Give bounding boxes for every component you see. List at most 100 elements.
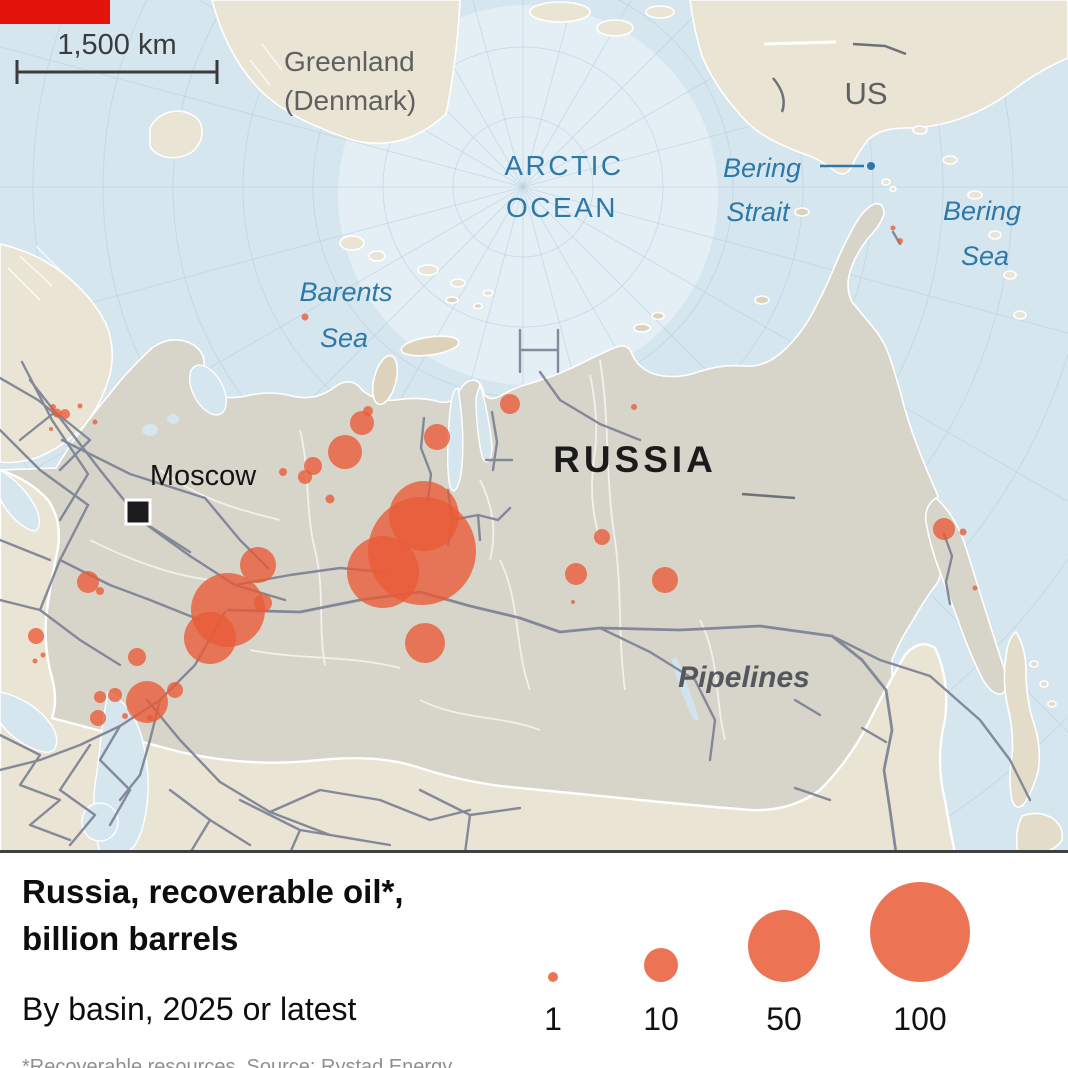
oil-bubble [500,394,520,414]
arctic-island [645,5,675,19]
barents-sea-label-line1: Barents [299,277,392,307]
oil-bubble [571,600,575,604]
franz-josef-island [482,289,494,297]
arctic-ocean-label-line2: OCEAN [506,192,618,223]
oil-bubble [60,409,70,419]
oil-bubble [92,419,98,425]
vaygach-island [445,296,459,304]
novaya-zemlya-island [371,354,399,406]
moscow-marker [124,498,152,526]
kuril-island [1047,700,1057,708]
strait-island [889,185,897,193]
legend-value: 100 [893,1001,946,1037]
oil-bubble [325,494,335,504]
bering-sea-label-line1: Bering [943,196,1021,226]
oil-bubble [279,468,287,476]
bering-sea-label-line2: Sea [961,241,1009,271]
map-labels: 1,500 km Greenland (Denmark) US ARCTIC O… [0,0,1021,694]
svalbard-island [339,235,365,251]
legend-value: 10 [643,1001,679,1037]
oil-bubble [184,612,236,664]
bering-strait-leader [820,162,875,170]
pipelines-label: Pipelines [678,661,810,694]
oil-bubble [122,713,128,719]
strait-island [881,178,891,186]
arctic-island [596,19,634,37]
baltic-sea [0,469,41,532]
oil-bubble [32,658,38,664]
economist-red-tab [0,0,110,24]
oil-bubble [96,587,104,595]
oil-bubble [52,408,62,418]
legend-subtitle: By basin, 2025 or latest [22,991,357,1027]
oil-bubble [108,688,122,702]
aleutian-island [1003,270,1017,280]
footnote: *Recoverable resources. Source: Rystad E… [22,1056,453,1068]
oil-bubble [933,518,955,540]
legend-title-line1: Russia, recoverable oil*, [22,873,404,910]
oil-bubble [49,427,53,431]
oil-bubble [90,710,106,726]
lake-onega [167,414,179,424]
barents-sea-label-line2: Sea [320,323,368,353]
arctic-ocean-label-line1: ARCTIC [504,150,623,181]
oil-bubbles [28,225,978,726]
oil-bubble [94,691,106,703]
legend-circle [548,972,558,982]
scale-bar [15,60,219,84]
sakhalin-island [1003,630,1041,808]
bering-strait-label-line1: Bering [723,153,801,183]
oil-bubble [298,470,312,484]
oil-bubble [652,567,678,593]
oil-bubble [959,528,967,536]
us-label: US [844,76,887,111]
lake-ladoga [142,424,158,436]
oil-bubble [565,563,587,585]
oil-bubble [147,715,153,721]
oil-bubble [301,313,309,321]
severnaya-zemlya-island [633,323,651,333]
legend-panel: Russia, recoverable oil*, billion barrel… [0,853,1068,1068]
white-sea [188,364,228,416]
greenland-landmass [211,0,461,144]
severnaya-zemlya-island [651,311,665,321]
aleutian-island [1013,310,1027,320]
oil-bubble [424,424,450,450]
map-bottom-border [0,850,1068,853]
moscow-label: Moscow [150,460,257,492]
aleutian-island [967,190,983,200]
oil-bubble [77,403,83,409]
aleutian-island [988,230,1002,240]
arctic-island [529,1,591,23]
oil-bubble [363,406,373,416]
greenland-label-line2: (Denmark) [284,85,416,116]
country-border-lines [741,40,907,500]
greenland-label-line1: Greenland [284,46,415,77]
svalbard-island [368,250,386,262]
oil-bubble [890,225,896,231]
oil-bubble [126,681,168,723]
wrangel-island [794,207,810,217]
oil-bubble [631,404,637,410]
aleutian-island [942,155,958,165]
oil-bubble [897,238,903,244]
oil-bubble [594,529,610,545]
franz-josef-island [450,278,466,288]
legend-circles [548,882,970,982]
kamchatka-peninsula [924,496,1008,695]
franz-josef-island [417,264,439,276]
oil-bubble [50,404,56,410]
vaygach-island [473,302,483,310]
legend-circle [644,948,678,982]
legend-size-scale: 1 10 50 100 [544,882,970,1037]
aleutian-island [912,125,928,135]
map-dash [741,492,796,500]
oil-bubble [405,623,445,663]
legend-circle [870,882,970,982]
bering-strait-label-line2: Strait [726,197,791,227]
legend-title-line2: billion barrels [22,920,239,957]
oil-bubble [28,628,44,644]
lake-baikal [672,656,699,721]
oil-bubble [77,571,99,593]
